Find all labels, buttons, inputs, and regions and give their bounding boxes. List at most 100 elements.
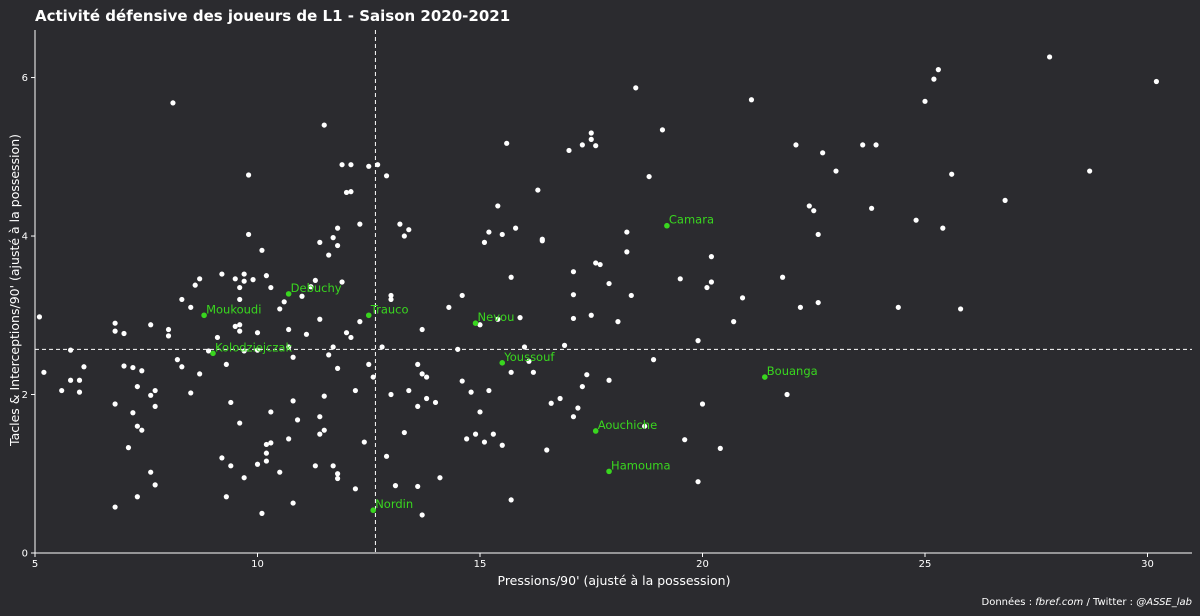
data-point bbox=[290, 354, 296, 360]
data-point bbox=[379, 344, 385, 350]
data-point bbox=[68, 347, 74, 353]
data-point bbox=[495, 203, 501, 209]
data-point bbox=[268, 409, 274, 415]
y-tick-label: 0 bbox=[22, 549, 28, 560]
data-point bbox=[504, 140, 510, 146]
data-point bbox=[459, 292, 465, 299]
data-point bbox=[784, 391, 790, 398]
data-point bbox=[152, 403, 158, 410]
data-point bbox=[263, 450, 269, 456]
data-point bbox=[593, 260, 599, 266]
data-point bbox=[326, 352, 332, 358]
data-point bbox=[130, 410, 136, 416]
data-point bbox=[415, 361, 421, 368]
data-point bbox=[192, 282, 198, 288]
player-label: Bouanga bbox=[767, 364, 818, 378]
data-point bbox=[76, 377, 83, 383]
caption-prefix: Données : bbox=[982, 596, 1036, 608]
data-point bbox=[793, 142, 799, 148]
data-point bbox=[499, 442, 505, 448]
data-point bbox=[383, 173, 390, 179]
highlighted-point bbox=[285, 291, 292, 297]
data-point bbox=[513, 225, 519, 231]
data-point bbox=[401, 429, 407, 436]
data-point bbox=[308, 284, 314, 290]
data-point bbox=[268, 284, 274, 291]
data-point bbox=[59, 387, 65, 394]
data-point bbox=[455, 346, 461, 352]
data-point bbox=[370, 374, 376, 380]
data-point bbox=[748, 97, 755, 103]
data-point bbox=[139, 427, 145, 433]
data-point bbox=[873, 142, 879, 148]
data-point bbox=[468, 389, 474, 395]
data-point bbox=[708, 254, 715, 260]
data-point bbox=[432, 399, 439, 406]
data-point bbox=[415, 483, 421, 490]
data-point bbox=[219, 455, 225, 461]
data-point bbox=[495, 316, 501, 322]
data-point bbox=[437, 475, 443, 481]
data-point bbox=[223, 361, 229, 368]
data-point bbox=[76, 389, 83, 395]
data-point bbox=[717, 445, 723, 451]
data-point bbox=[588, 130, 594, 136]
data-point bbox=[780, 274, 786, 280]
data-point bbox=[321, 393, 327, 399]
data-point bbox=[263, 273, 269, 279]
data-point bbox=[588, 136, 594, 142]
data-point bbox=[121, 330, 127, 337]
data-point bbox=[424, 374, 430, 380]
data-point bbox=[174, 357, 180, 363]
chart-title: Activité défensive des joueurs de L1 - S… bbox=[35, 7, 510, 25]
highlighted-point bbox=[499, 360, 506, 366]
axes bbox=[34, 30, 1192, 554]
player-label: Nordin bbox=[375, 497, 413, 511]
data-point bbox=[659, 127, 666, 133]
data-point bbox=[588, 312, 594, 318]
data-point bbox=[895, 304, 901, 310]
data-point bbox=[570, 269, 577, 275]
data-point bbox=[263, 458, 269, 464]
x-tick-label: 20 bbox=[696, 559, 709, 570]
data-point bbox=[388, 391, 394, 398]
data-point bbox=[526, 358, 532, 364]
data-point bbox=[815, 299, 821, 306]
data-point bbox=[949, 171, 955, 177]
data-point bbox=[312, 277, 318, 284]
data-point bbox=[695, 479, 701, 485]
data-point bbox=[335, 471, 341, 477]
y-tick-label: 2 bbox=[22, 390, 28, 401]
data-point bbox=[419, 512, 425, 518]
data-point bbox=[570, 315, 577, 322]
data-point bbox=[237, 284, 243, 291]
data-point bbox=[557, 395, 563, 402]
data-point bbox=[321, 122, 327, 128]
data-point bbox=[695, 338, 701, 344]
data-point bbox=[477, 409, 483, 415]
data-point bbox=[335, 475, 341, 482]
data-point bbox=[499, 231, 505, 238]
data-point bbox=[361, 439, 367, 445]
data-point bbox=[205, 348, 212, 354]
data-point bbox=[81, 364, 87, 370]
data-point bbox=[254, 347, 261, 353]
data-point bbox=[935, 67, 941, 73]
data-point bbox=[228, 463, 234, 469]
data-point bbox=[317, 414, 323, 420]
player-label: Debuchy bbox=[291, 281, 342, 295]
data-point bbox=[606, 377, 612, 383]
data-point bbox=[366, 163, 372, 169]
data-point bbox=[232, 276, 238, 282]
data-point bbox=[165, 333, 172, 339]
data-point bbox=[958, 306, 964, 312]
data-point bbox=[606, 280, 612, 287]
data-point bbox=[148, 469, 154, 475]
data-point bbox=[940, 225, 946, 231]
data-point bbox=[219, 271, 225, 277]
data-point bbox=[731, 319, 737, 325]
data-point bbox=[317, 431, 323, 437]
highlighted-players-layer: Camara Debuchy Moukoudi Trauco Nevou Kolodzie… bbox=[201, 213, 818, 514]
caption-middle: / Twitter : bbox=[1083, 597, 1136, 608]
highlighted-point bbox=[592, 428, 599, 434]
